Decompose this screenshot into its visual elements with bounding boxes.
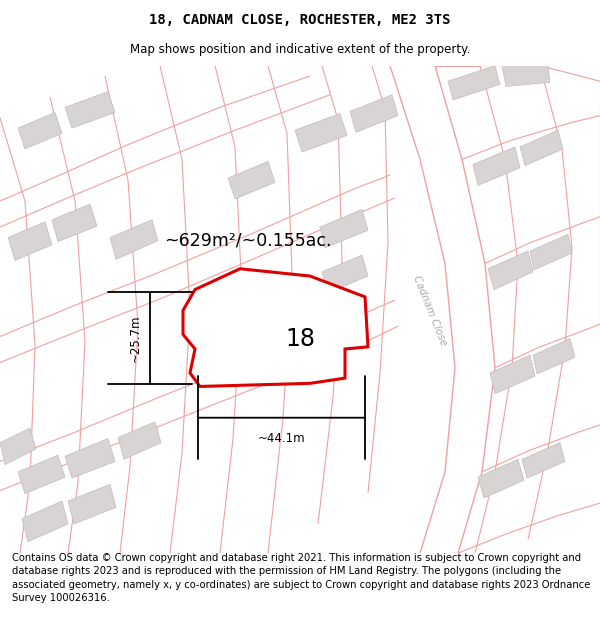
Polygon shape [318,300,365,339]
Polygon shape [228,161,275,199]
Polygon shape [533,339,575,374]
Polygon shape [488,251,533,289]
Polygon shape [350,95,398,132]
Polygon shape [0,428,36,464]
Polygon shape [8,222,52,261]
Polygon shape [502,66,550,86]
Polygon shape [295,114,347,152]
Polygon shape [320,209,368,248]
Polygon shape [322,255,368,292]
Polygon shape [448,66,500,100]
Text: ~25.7m: ~25.7m [128,314,142,362]
Polygon shape [522,442,565,478]
Polygon shape [18,455,65,494]
Text: ~44.1m: ~44.1m [257,432,305,445]
Polygon shape [478,459,524,498]
Text: Contains OS data © Crown copyright and database right 2021. This information is : Contains OS data © Crown copyright and d… [12,553,590,602]
Text: 18, CADNAM CLOSE, ROCHESTER, ME2 3TS: 18, CADNAM CLOSE, ROCHESTER, ME2 3TS [149,12,451,27]
Text: Cadnam Close: Cadnam Close [412,274,449,347]
Polygon shape [473,147,520,186]
Polygon shape [68,484,116,524]
Polygon shape [490,355,535,394]
Text: Map shows position and indicative extent of the property.: Map shows position and indicative extent… [130,42,470,56]
Polygon shape [65,439,115,478]
Polygon shape [183,269,368,386]
Text: ~629m²/~0.155ac.: ~629m²/~0.155ac. [164,232,332,249]
Polygon shape [118,422,161,459]
Polygon shape [530,234,572,270]
Polygon shape [18,112,62,149]
Text: 18: 18 [285,326,315,351]
Polygon shape [52,204,97,242]
Polygon shape [22,501,68,542]
Polygon shape [520,130,563,166]
Polygon shape [110,220,158,259]
Polygon shape [65,92,115,128]
